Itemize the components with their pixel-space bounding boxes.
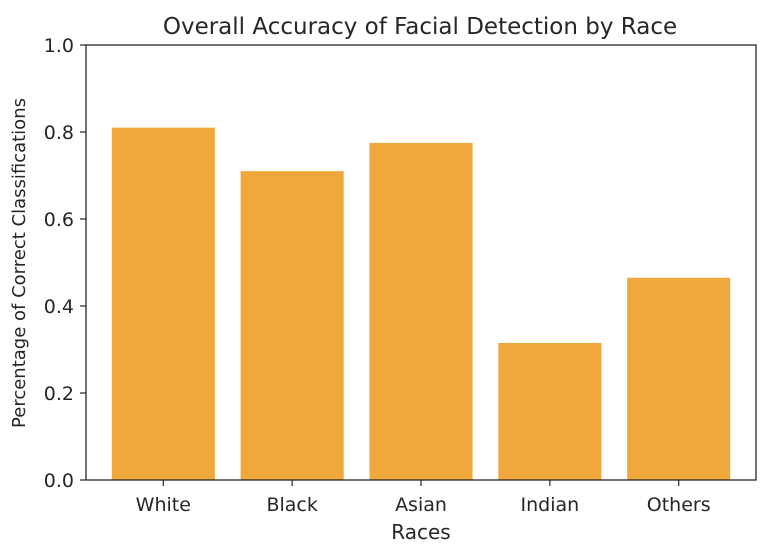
bars-layer xyxy=(111,127,731,481)
y-tick-label: 1.0 xyxy=(44,35,74,57)
y-tick-label: 0.8 xyxy=(44,122,74,144)
y-tick-label: 0.2 xyxy=(44,383,74,405)
x-tick-label: Black xyxy=(266,494,317,516)
chart-title: Overall Accuracy of Facial Detection by … xyxy=(163,14,677,40)
y-axis-label: Percentage of Correct Classifications xyxy=(9,98,30,428)
x-axis-ticks: White Black Asian Indian Others xyxy=(136,480,711,516)
bar-white xyxy=(111,127,215,481)
x-tick-label: White xyxy=(136,494,191,516)
x-axis-label: Races xyxy=(391,520,450,544)
bar-black xyxy=(240,171,344,480)
plot-frame xyxy=(85,44,757,481)
y-tick-label: 0.6 xyxy=(44,209,74,231)
bar-others xyxy=(627,277,731,480)
bar-asian xyxy=(369,142,473,481)
x-tick-label: Others xyxy=(647,494,711,516)
x-tick-label: Indian xyxy=(521,494,580,516)
bar-indian xyxy=(498,342,602,480)
y-tick-label: 0.0 xyxy=(44,470,74,492)
y-axis-ticks: 0.0 0.2 0.4 0.6 0.8 1.0 xyxy=(44,35,86,492)
x-tick-label: Asian xyxy=(395,494,447,516)
y-tick-label: 0.4 xyxy=(44,296,74,318)
